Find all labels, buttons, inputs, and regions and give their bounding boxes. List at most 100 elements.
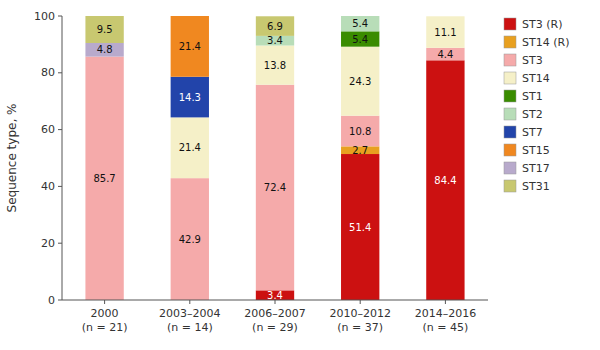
y-tick [58,243,62,244]
bar-segment [171,117,209,178]
data-label: 42.9 [179,234,201,245]
legend-label: ST14 (R) [522,36,569,49]
x-tick-label: 2000(n = 21) [82,307,128,334]
y-axis-label: Sequence type, % [5,104,19,213]
chart: 3.4 51.4 84.4 2.7 85.7 42.9 72.4 10.8 4.4 21.4 13.… [0,0,600,350]
bar-segment [426,48,464,60]
bar-segment [426,16,464,17]
y-tick-label: 60 [41,123,55,136]
bar-segment [341,16,379,17]
data-label: 5.4 [352,34,368,45]
x-tick-label: 2014–2016(n = 45) [415,307,477,334]
data-label: 14.3 [179,92,201,103]
x-tick [275,300,276,304]
bar-segment [341,47,379,116]
bars [85,16,464,300]
data-label: 5.4 [352,18,368,29]
bar-segment [256,290,294,300]
legend-label: ST15 [522,144,550,157]
legend-swatch [504,90,516,102]
data-label: 13.8 [264,60,286,71]
data-label: 2.7 [352,145,368,156]
bar-segment [426,16,464,17]
legend-label: ST2 [522,108,543,121]
legend-swatch [504,36,516,48]
x-tick-label: 2003–2004(n = 14) [159,307,221,334]
bar-segment [85,16,123,43]
legend-swatch [504,18,516,30]
data-label: 24.3 [349,76,371,87]
bar-segment [426,16,464,17]
legend-swatch [504,162,516,174]
y-tick [58,72,62,73]
bar-segment [256,85,294,291]
legend-label: ST7 [522,126,543,139]
bar-segment [171,77,209,118]
bar-segment [85,43,123,57]
bar-segment [85,57,123,300]
bar-segment [256,16,294,36]
x-tick-label: 2010–2012(n = 37) [329,307,391,334]
x-tick-label: 2006–2007(n = 29) [244,307,306,334]
bar-segment [341,16,379,17]
data-label: 4.4 [437,49,453,60]
bar-segment [341,16,379,17]
bar-segment [256,46,294,85]
legend-label: ST1 [522,90,543,103]
bar-segment [426,16,464,17]
x-tick [445,300,446,304]
y-tick [58,129,62,130]
y-tick [58,300,62,301]
y-tick-label: 0 [48,294,55,307]
data-label: 4.8 [97,44,113,55]
legend-label: ST3 (R) [522,18,562,31]
legend-swatch [504,126,516,138]
bar-segment [426,60,464,300]
y-tick [58,16,62,17]
bar-segment [426,16,464,17]
data-label: 84.4 [434,175,456,186]
data-label: 21.4 [179,142,201,153]
legend-label: ST17 [522,162,550,175]
data-labels: 3.4 51.4 84.4 2.7 85.7 42.9 72.4 10.8 4.4 21.4 13.… [93,18,456,301]
data-label: 21.4 [179,41,201,52]
legend-swatch [504,108,516,120]
y-tick-label: 20 [41,237,55,250]
data-label: 85.7 [93,173,115,184]
data-label: 11.1 [434,27,456,38]
y-tick-label: 100 [34,10,55,23]
bar-segment [256,36,294,46]
bar-segment [171,16,209,17]
legend-swatch [504,180,516,192]
x-tick [189,300,190,304]
bar-segment [426,16,464,17]
data-label: 9.5 [97,24,113,35]
bar-segment [341,154,379,300]
axes: 0 20 40 60 80 100 2000(n = 21) 2003–2004(n = 14… [34,10,488,335]
legend: ST3 (R) ST14 (R) ST3 ST14 ST1 ST2 ST7 ST15 ST17 S… [504,18,569,193]
legend-swatch [504,144,516,156]
data-label: 72.4 [264,182,286,193]
x-tick [360,300,361,304]
y-tick-label: 40 [41,180,55,193]
legend-label: ST14 [522,72,550,85]
bar-segment [171,16,209,17]
legend-label: ST3 [522,54,543,67]
bar-segment [341,16,379,31]
y-tick-label: 80 [41,66,55,79]
y-tick [58,186,62,187]
bar-segment [341,116,379,147]
legend-swatch [504,54,516,66]
bar-segment [426,16,464,48]
data-label: 51.4 [349,222,371,233]
x-tick [104,300,105,304]
data-label: 3.4 [267,290,283,301]
bar-segment [171,178,209,300]
legend-swatch [504,72,516,84]
data-label: 3.4 [267,35,283,46]
y-axis-line [62,16,63,300]
legend-label: ST31 [522,180,550,193]
data-label: 10.8 [349,126,371,137]
bar-segment [341,16,379,17]
bar-segment [171,16,209,77]
